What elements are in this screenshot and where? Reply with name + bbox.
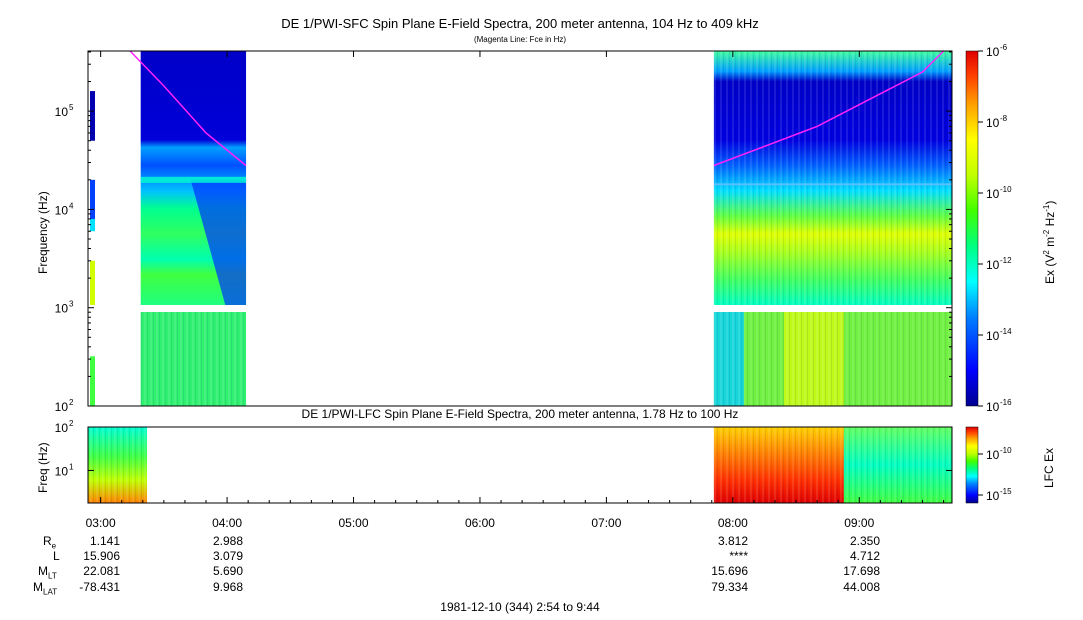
bottom-panel-title: DE 1/PWI-LFC Spin Plane E-Field Spectra,… — [301, 407, 739, 421]
time-range-footer: 1981-12-10 (344) 2:54 to 9:44 — [440, 600, 600, 614]
time-tick-label: 08:00 — [718, 516, 748, 530]
segment-2-band — [140, 176, 247, 183]
orbit-label-mlt: MLT — [38, 564, 57, 581]
top-panel-subtitle: (Magenta Line: Fce in Hz) — [473, 35, 567, 44]
bottom-segment-2-texture — [713, 427, 952, 503]
bottom-colorbar-label: LFC Ex — [1042, 447, 1056, 488]
cbar-tick-label: 10 — [986, 187, 1000, 201]
y-tick-label: 10 — [55, 302, 69, 316]
strip-block — [90, 218, 95, 232]
top-colorbar-label: Ex (V2 m-2 Hz-1) — [1042, 200, 1057, 284]
strip-block — [90, 179, 95, 225]
colorbar-sup1: 2 — [1042, 250, 1051, 255]
orbit-value-re: 3.812 — [717, 534, 748, 548]
cbar-tick-label: 10 — [986, 400, 1000, 414]
orbit-value-re: 2.350 — [849, 534, 880, 548]
cbar-tick-exp: -6 — [1000, 43, 1008, 52]
segment-3-line — [713, 183, 952, 186]
time-tick-label: 07:00 — [591, 516, 621, 530]
segment-3-lower-texture — [713, 312, 952, 406]
top-panel-gap — [88, 305, 952, 312]
time-tick-label: 04:00 — [212, 516, 242, 530]
bottom-panel-spectrogram — [88, 427, 952, 503]
orbit-value-mlt: 15.696 — [711, 564, 748, 578]
top-panel-title: DE 1/PWI-SFC Spin Plane E-Field Spectra,… — [281, 16, 759, 31]
y-tick-label: 10 — [55, 203, 69, 217]
orbit-label-l: L — [53, 549, 60, 563]
top-colorbar — [965, 50, 979, 407]
orbit-value-mlt: 17.698 — [843, 564, 880, 578]
bottom-cbar-tick-label: 10 — [986, 489, 1000, 503]
cbar-tick-exp: -8 — [1000, 114, 1008, 123]
bottom-y-tick-exp: 1 — [69, 462, 74, 471]
bottom-segment-1-texture — [88, 427, 148, 503]
colorbar-label-tail: Hz — [1043, 211, 1057, 230]
cbar-tick-exp: -16 — [1000, 398, 1012, 407]
bottom-cbar-tick-exp: -15 — [1000, 487, 1012, 496]
colorbar-sup3: -1 — [1042, 204, 1051, 212]
orbit-value-mlt: 22.081 — [83, 564, 120, 578]
time-axis: 03:00 04:00 05:00 06:00 07:00 08:00 09:00 — [86, 51, 945, 530]
cbar-tick-label: 10 — [986, 329, 1000, 343]
y-tick-exp: 2 — [69, 398, 74, 407]
strip-block — [90, 356, 95, 406]
orbit-value-re: 1.141 — [89, 534, 120, 548]
colorbar-label-main: Ex (V — [1043, 254, 1057, 284]
y-tick-exp: 4 — [69, 201, 74, 210]
colorbar-label-unit: m — [1043, 236, 1057, 251]
top-panel-frame — [87, 50, 953, 407]
cbar-tick-exp: -12 — [1000, 256, 1012, 265]
y-tick-exp: 3 — [69, 300, 74, 309]
bottom-y-tick-label: 10 — [55, 464, 69, 478]
cbar-tick-label: 10 — [986, 258, 1000, 272]
orbit-value-l: **** — [729, 549, 748, 563]
segment-2-wedge — [190, 179, 247, 308]
orbit-value-re: 2.988 — [212, 534, 243, 548]
orbit-value-l: 15.906 — [83, 549, 120, 563]
y-tick-label: 10 — [55, 400, 69, 414]
orbit-value-mlat: -78.431 — [79, 580, 120, 594]
orbit-value-mlat: 9.968 — [212, 580, 243, 594]
strip-block — [90, 91, 95, 141]
bottom-colorbar — [965, 426, 979, 504]
time-tick-label: 06:00 — [465, 516, 495, 530]
time-tick-label: 03:00 — [86, 516, 116, 530]
orbit-value-mlat: 44.008 — [843, 580, 880, 594]
fce-line — [129, 50, 945, 167]
orbit-value-mlt: 5.690 — [212, 564, 243, 578]
cbar-tick-exp: -14 — [1000, 327, 1012, 336]
bottom-cbar-tick-exp: -10 — [1000, 446, 1012, 455]
orbit-label-mlat: MLAT — [33, 580, 58, 597]
cbar-tick-exp: -10 — [1000, 185, 1012, 194]
bottom-y-tick-exp: 2 — [69, 419, 74, 428]
segment-2-lower-texture — [140, 312, 247, 406]
cbar-tick-label: 10 — [986, 45, 1000, 59]
segment-3-upper-texture — [713, 51, 952, 305]
orbit-value-mlat: 79.334 — [711, 580, 748, 594]
strip-block — [90, 260, 95, 308]
top-panel-spectrogram — [90, 51, 952, 406]
bottom-cbar-tick-label: 10 — [986, 448, 1000, 462]
orbit-value-l: 4.712 — [849, 549, 880, 563]
y-tick-label: 10 — [55, 105, 69, 119]
orbit-label-re: Re — [43, 534, 57, 551]
y-tick-exp: 5 — [69, 103, 74, 112]
orbit-value-l: 3.079 — [212, 549, 243, 563]
bottom-panel-frame — [87, 426, 953, 504]
time-tick-label: 05:00 — [339, 516, 369, 530]
bottom-y-tick-label: 10 — [55, 421, 69, 435]
cbar-tick-label: 10 — [986, 116, 1000, 130]
colorbar-sup2: -2 — [1042, 229, 1051, 237]
time-tick-label: 09:00 — [844, 516, 874, 530]
